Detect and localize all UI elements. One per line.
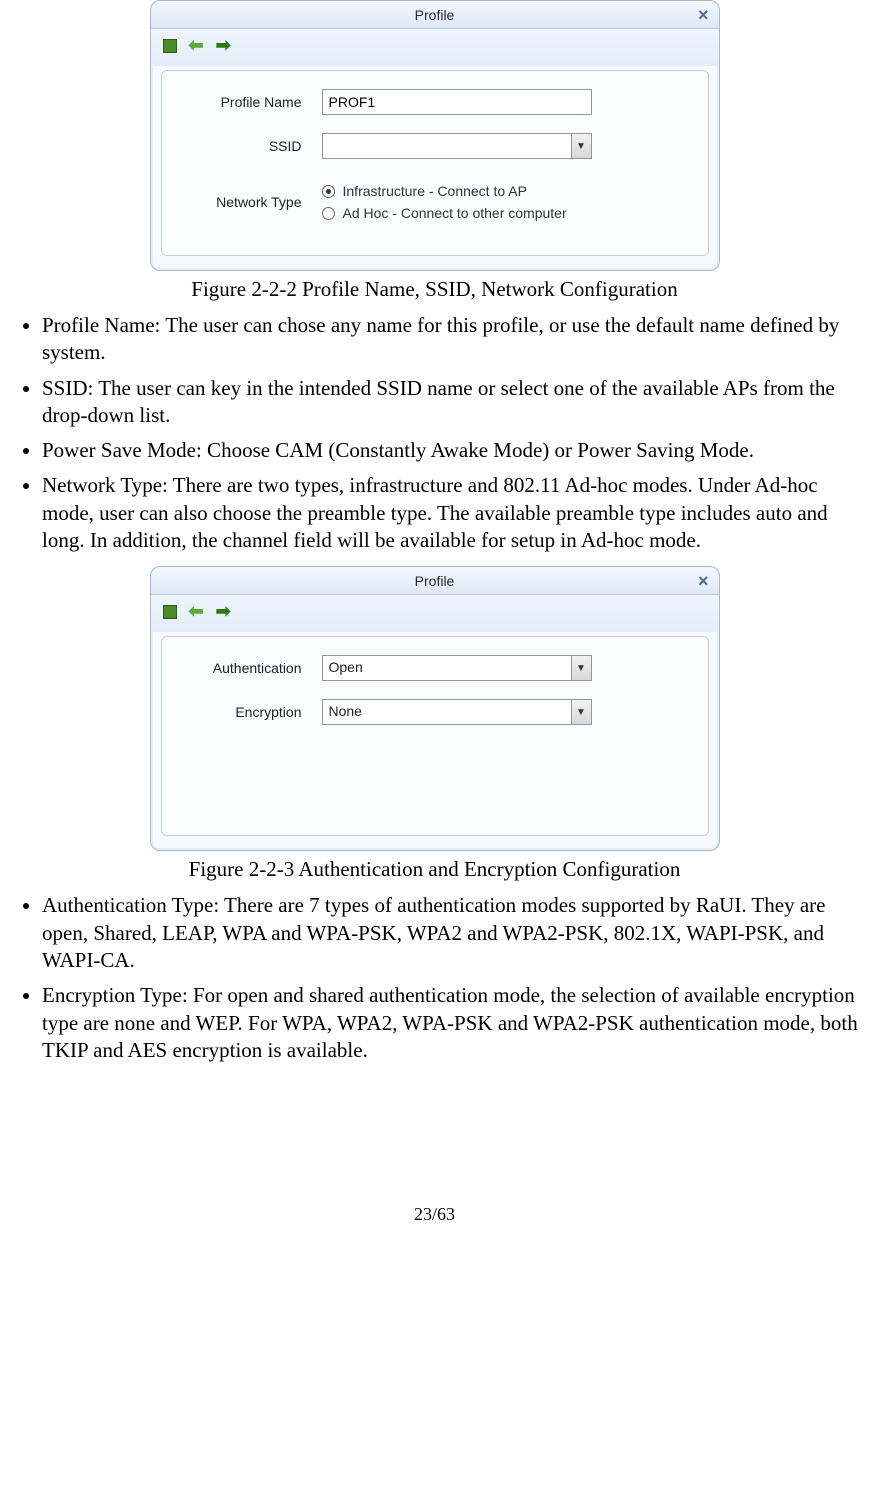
ssid-label: SSID: [182, 138, 322, 154]
enc-row: Encryption None ▼: [182, 699, 688, 725]
page-number: 23/63: [8, 1204, 861, 1225]
auth-label: Authentication: [182, 660, 322, 676]
dialog-title: Profile: [415, 7, 455, 23]
profile-dialog-1: Profile × ⬅ ➡ Profile Name SSID ▼ Networ…: [150, 0, 720, 271]
chevron-down-icon[interactable]: ▼: [571, 700, 591, 724]
toolbar: ⬅ ➡: [151, 595, 719, 632]
form-panel: Profile Name SSID ▼ Network Type Infrast…: [161, 70, 709, 256]
radio-icon: [322, 207, 335, 220]
auth-row: Authentication Open ▼: [182, 655, 688, 681]
bullet-list-2: Authentication Type: There are 7 types o…: [8, 892, 861, 1064]
auth-combo[interactable]: Open ▼: [322, 655, 592, 681]
enc-label: Encryption: [182, 704, 322, 720]
network-type-label: Network Type: [182, 194, 322, 210]
list-item: Encryption Type: For open and shared aut…: [42, 982, 861, 1064]
radio-label: Infrastructure - Connect to AP: [343, 183, 527, 199]
ssid-row: SSID ▼: [182, 133, 688, 159]
chevron-down-icon[interactable]: ▼: [571, 656, 591, 680]
titlebar: Profile ×: [151, 1, 719, 29]
ssid-combo[interactable]: ▼: [322, 133, 592, 159]
back-arrow-icon[interactable]: ⬅: [189, 601, 204, 622]
forward-arrow-icon[interactable]: ➡: [216, 601, 231, 622]
profile-name-label: Profile Name: [182, 94, 322, 110]
forward-arrow-icon[interactable]: ➡: [216, 35, 231, 56]
dialog-title: Profile: [415, 573, 455, 589]
auth-value: Open: [323, 656, 571, 680]
radio-label: Ad Hoc - Connect to other computer: [343, 205, 567, 221]
figure-caption-2: Figure 2-2-3 Authentication and Encrypti…: [8, 857, 861, 882]
radio-infrastructure[interactable]: Infrastructure - Connect to AP: [322, 183, 567, 199]
radio-group: Infrastructure - Connect to AP Ad Hoc - …: [322, 177, 567, 227]
radio-icon: [322, 185, 335, 198]
close-icon[interactable]: ×: [698, 5, 709, 26]
stop-icon[interactable]: [163, 39, 177, 53]
toolbar: ⬅ ➡: [151, 29, 719, 66]
figure-caption-1: Figure 2-2-2 Profile Name, SSID, Network…: [8, 277, 861, 302]
ssid-value: [323, 134, 571, 158]
form-panel: Authentication Open ▼ Encryption None ▼: [161, 636, 709, 836]
stop-icon[interactable]: [163, 605, 177, 619]
list-item: Profile Name: The user can chose any nam…: [42, 312, 861, 367]
profile-name-row: Profile Name: [182, 89, 688, 115]
enc-value: None: [323, 700, 571, 724]
profile-name-input[interactable]: [322, 89, 592, 115]
profile-dialog-2: Profile × ⬅ ➡ Authentication Open ▼ Encr…: [150, 566, 720, 851]
close-icon[interactable]: ×: [698, 571, 709, 592]
network-type-row: Network Type Infrastructure - Connect to…: [182, 177, 688, 227]
list-item: SSID: The user can key in the intended S…: [42, 375, 861, 430]
list-item: Authentication Type: There are 7 types o…: [42, 892, 861, 974]
list-item: Network Type: There are two types, infra…: [42, 472, 861, 554]
radio-adhoc[interactable]: Ad Hoc - Connect to other computer: [322, 205, 567, 221]
back-arrow-icon[interactable]: ⬅: [189, 35, 204, 56]
list-item: Power Save Mode: Choose CAM (Constantly …: [42, 437, 861, 464]
chevron-down-icon[interactable]: ▼: [571, 134, 591, 158]
titlebar: Profile ×: [151, 567, 719, 595]
enc-combo[interactable]: None ▼: [322, 699, 592, 725]
bullet-list-1: Profile Name: The user can chose any nam…: [8, 312, 861, 554]
